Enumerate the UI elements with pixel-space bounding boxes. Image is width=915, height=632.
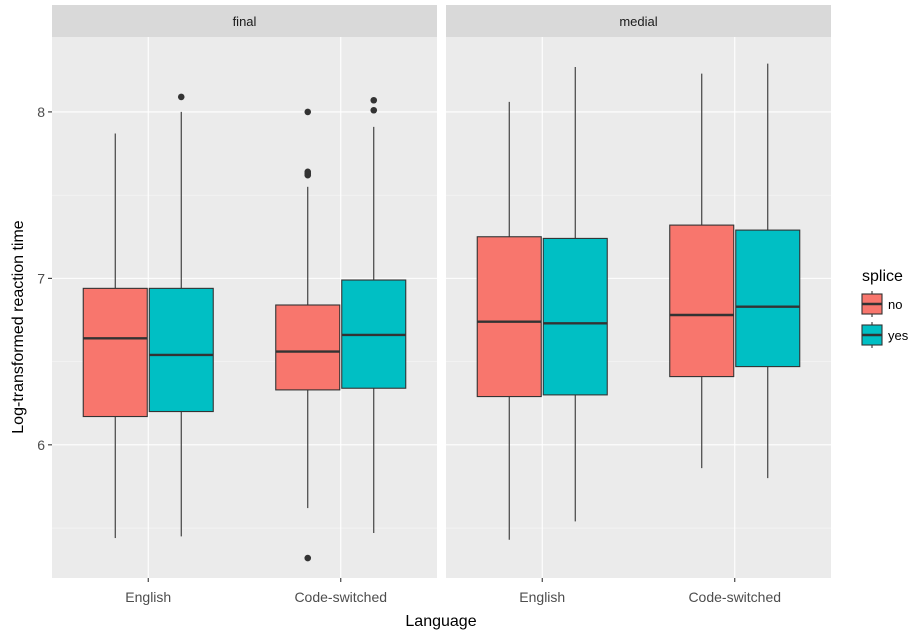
iqr-box bbox=[542, 237, 608, 396]
facet-strip-label: final bbox=[233, 14, 257, 29]
iqr-box bbox=[148, 287, 214, 413]
y-tick-label: 7 bbox=[37, 270, 45, 286]
outlier-point bbox=[177, 93, 185, 101]
facet-strip bbox=[52, 5, 437, 37]
legend-item-yes: yes bbox=[861, 322, 909, 348]
box-english-yes bbox=[542, 66, 608, 522]
box-english-yes bbox=[148, 93, 214, 537]
iqr-box bbox=[275, 304, 341, 391]
iqr-box bbox=[669, 224, 735, 378]
x-tick-label: Code-switched bbox=[688, 589, 781, 605]
x-tick-label: Code-switched bbox=[294, 589, 387, 605]
facet-strip-label: medial bbox=[619, 14, 657, 29]
x-axis-title: Language bbox=[405, 613, 476, 630]
legend: splice no yes bbox=[861, 268, 909, 348]
facet-final: final English Code-switched bbox=[52, 5, 437, 605]
y-axis-title: Log-transformed reaction time bbox=[10, 220, 27, 434]
facet-medial: medial English Code-switched bbox=[446, 5, 831, 605]
iqr-box bbox=[82, 287, 148, 418]
iqr-box bbox=[476, 236, 542, 398]
facet-panels: final English Code-switched medial English Co… bbox=[52, 5, 831, 605]
facet-strip bbox=[446, 5, 831, 37]
box-code-switched-no bbox=[275, 108, 341, 562]
box-code-switched-yes bbox=[341, 96, 407, 534]
outlier-point bbox=[304, 108, 312, 116]
legend-title: splice bbox=[862, 268, 903, 285]
outlier-point bbox=[370, 106, 378, 114]
box-english-no bbox=[82, 133, 148, 539]
y-axis: 6 7 8 bbox=[37, 104, 52, 453]
x-tick-label: English bbox=[519, 589, 565, 605]
legend-label: no bbox=[888, 297, 902, 312]
iqr-box bbox=[735, 229, 801, 368]
outlier-point bbox=[304, 554, 312, 562]
legend-item-no: no bbox=[861, 291, 902, 317]
outlier-point bbox=[370, 96, 378, 104]
y-tick-label: 6 bbox=[37, 437, 45, 453]
legend-label: yes bbox=[888, 328, 909, 343]
outlier-point bbox=[304, 168, 312, 176]
x-tick-label: English bbox=[125, 589, 171, 605]
box-english-no bbox=[476, 101, 542, 540]
box-code-switched-yes bbox=[735, 63, 801, 479]
y-tick-label: 8 bbox=[37, 104, 45, 120]
box-code-switched-no bbox=[669, 73, 735, 469]
